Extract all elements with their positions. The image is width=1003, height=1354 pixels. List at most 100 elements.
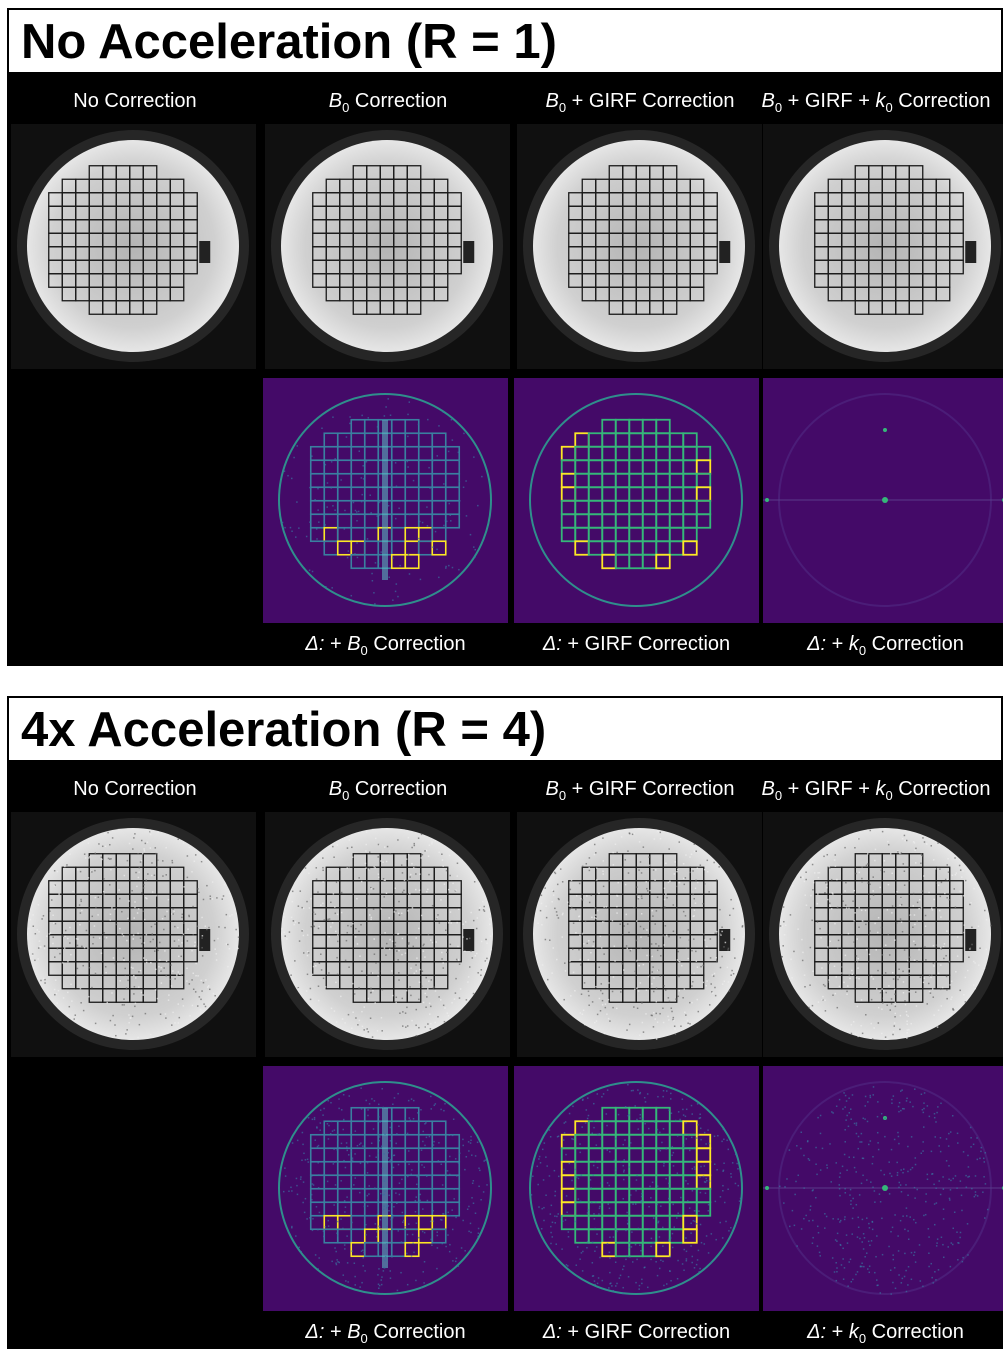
- grid-cell: [908, 988, 924, 1003]
- grid-cell: [614, 526, 631, 543]
- grid-cell: [628, 459, 644, 475]
- grid-cell: [350, 1120, 366, 1136]
- artifact-spot: [882, 497, 888, 503]
- grid-cell: [404, 1241, 420, 1258]
- grid-cell: [417, 540, 434, 556]
- grid-cell: [614, 499, 631, 516]
- noise-layer: [281, 831, 492, 1038]
- grid-cell: [309, 1147, 326, 1163]
- grid-cell: [363, 513, 380, 529]
- grid-cell: [668, 513, 685, 529]
- grid-cell: [682, 513, 698, 529]
- phantom-grid: [560, 418, 712, 570]
- grid-cell: [682, 445, 698, 462]
- grid-cell: [336, 1201, 353, 1217]
- grid-cell: [323, 1214, 339, 1231]
- phantom-notch: [199, 241, 211, 263]
- grid-cell: [935, 286, 951, 302]
- artifact-spot: [883, 428, 887, 432]
- grid-cell: [142, 300, 158, 315]
- grid-cell: [390, 1133, 407, 1150]
- grid-cell: [949, 947, 964, 963]
- phantom-image-b0-girf-k0-correction: [763, 124, 1003, 369]
- grid-cell: [655, 486, 671, 502]
- phantom-drawing: [763, 1081, 1003, 1295]
- phantom-drawing: [271, 130, 503, 362]
- grid-cell: [641, 1160, 658, 1177]
- grid-cell: [417, 459, 434, 475]
- grid-cell: [363, 1174, 380, 1190]
- phantom-image-b0-girf-correction: [517, 124, 762, 369]
- grid-cell: [587, 445, 604, 462]
- phantom-outline: [278, 1081, 492, 1295]
- grid-cell: [587, 1201, 604, 1217]
- phantom-disc: [779, 140, 991, 352]
- grid-cell: [655, 553, 671, 570]
- phantom-grid: [560, 1106, 712, 1258]
- grid-cell: [601, 526, 617, 543]
- phantom-disc: [779, 828, 991, 1040]
- grid-cell: [406, 300, 422, 315]
- grid-cell: [560, 1147, 577, 1163]
- grid-cell: [417, 432, 434, 448]
- phantom-drawing: [271, 818, 503, 1050]
- grid-cell: [309, 1201, 326, 1217]
- grid-cell: [668, 459, 685, 475]
- grid-cell: [668, 1228, 685, 1244]
- grid-cell: [309, 513, 326, 529]
- grid-cell: [431, 1228, 447, 1244]
- artifact-stripe: [382, 1108, 388, 1268]
- artifact-spot: [882, 1185, 888, 1191]
- phantom-image-no-correction: [11, 812, 256, 1057]
- grid-cell: [404, 553, 420, 570]
- grid-cell: [655, 540, 671, 556]
- grid-cell: [323, 1228, 339, 1244]
- grid-cell: [587, 472, 604, 489]
- grid-cell: [695, 1174, 712, 1190]
- phantom-drawing: [529, 1081, 743, 1295]
- grid-cell: [682, 1201, 698, 1217]
- difference-label-b0: Δ: + B0 Correction: [305, 633, 466, 658]
- grid-cell: [628, 486, 644, 502]
- grid-cell: [363, 553, 380, 570]
- grid-cell: [323, 540, 339, 556]
- grid-cell: [336, 1174, 353, 1190]
- grid-cell: [404, 1214, 420, 1231]
- column-label-b0-girf-k0-correction: B0 + GIRF + k0 Correction: [761, 778, 991, 803]
- grid-cell: [363, 1147, 380, 1163]
- grid-cell: [336, 459, 353, 475]
- artifact-spot: [765, 1186, 769, 1190]
- grid-cell: [447, 947, 462, 963]
- grid-cell: [628, 526, 644, 543]
- grid-cell: [350, 472, 366, 489]
- grid-cell: [641, 1228, 658, 1244]
- grid-cell: [668, 1160, 685, 1177]
- noise-layer: [27, 830, 240, 1039]
- grid-cell: [587, 499, 604, 516]
- grid-cell: [323, 1147, 339, 1163]
- phantom-image-b0-correction: [265, 124, 510, 369]
- phantom-outline: [278, 393, 492, 607]
- grid-cell: [614, 472, 631, 489]
- grid-cell: [641, 540, 658, 556]
- difference-map-k0: [763, 378, 1003, 623]
- artifact-stripe: [382, 420, 388, 580]
- grid-cell: [560, 526, 577, 543]
- grid-cell: [404, 1147, 420, 1163]
- grid-cell: [655, 1201, 671, 1217]
- grid-cell: [668, 1187, 685, 1204]
- grid-cell: [417, 472, 434, 489]
- grid-cell: [363, 445, 380, 462]
- phantom-grid: [814, 853, 964, 1003]
- grid-cell: [908, 300, 924, 315]
- grid-cell: [417, 1201, 434, 1217]
- grid-cell: [614, 553, 631, 570]
- grid-cell: [417, 1214, 434, 1231]
- empty-difference-cell: [9, 1060, 259, 1310]
- grid-cell: [668, 486, 685, 502]
- grid-cell: [601, 472, 617, 489]
- difference-label-girf: Δ: + GIRF Correction: [542, 633, 731, 655]
- grid-cell: [444, 1147, 461, 1163]
- grid-cell: [628, 540, 644, 556]
- grid-cell: [431, 540, 447, 556]
